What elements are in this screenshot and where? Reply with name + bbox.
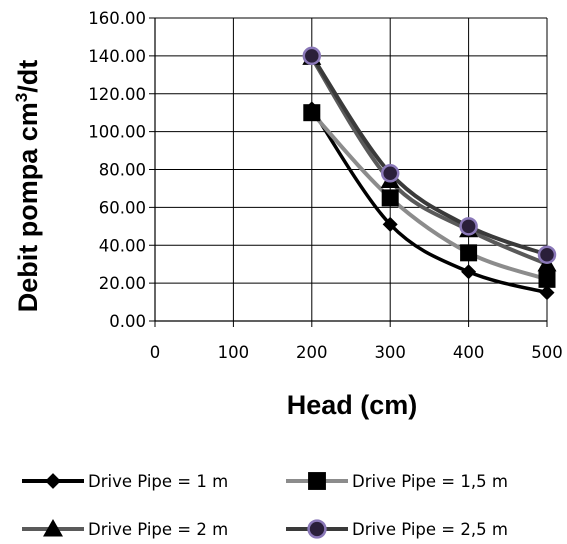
y-tick-label: 20.00	[99, 274, 146, 293]
data-point-series-4	[537, 245, 557, 264]
x-tick-label: 300	[374, 343, 406, 362]
data-point-series-2	[303, 104, 321, 122]
y-axis-title: Debit pompa cm3/dt	[12, 60, 43, 313]
legend-marker	[307, 519, 327, 539]
y-tick-label: 40.00	[99, 236, 146, 255]
x-tick-label: 200	[296, 343, 328, 362]
data-point-series-2	[381, 189, 399, 207]
y-tick-label: 120.00	[88, 85, 146, 104]
legend-marker	[308, 472, 326, 490]
series-line-4	[309, 53, 549, 257]
data-point-series-4	[459, 217, 478, 236]
legend: Drive Pipe = 1 m Drive Pipe = 1,5 m Drive …	[22, 472, 508, 539]
series-line-3	[309, 55, 549, 267]
data-point-series-2	[538, 270, 556, 288]
y-tick-label: 60.00	[99, 198, 146, 217]
series-line-1	[310, 107, 549, 295]
y-axis-title-main: Debit pompa cm	[13, 102, 43, 312]
x-axis-title: Head (cm)	[287, 390, 418, 420]
y-tick-label: 160.00	[88, 9, 146, 28]
legend-item-1: Drive Pipe = 1 m	[22, 472, 228, 491]
x-tick-label: 400	[453, 343, 485, 362]
x-tick-labels: 0 100 200 300 400 500	[150, 343, 563, 362]
data-point-series-4	[302, 46, 322, 66]
data-point-series-1	[539, 285, 555, 301]
y-axis-title-tail: /dt	[13, 60, 43, 93]
x-tick-label: 0	[150, 343, 161, 362]
y-tick-label: 80.00	[99, 161, 146, 180]
x-tick-label: 100	[218, 343, 250, 362]
legend-item-2: Drive Pipe = 1,5 m	[286, 472, 508, 491]
x-tick-label: 500	[531, 343, 563, 362]
series-lines	[309, 53, 549, 295]
legend-label: Drive Pipe = 2,5 m	[352, 520, 508, 539]
data-point-series-2	[460, 244, 478, 262]
data-point-series-1	[382, 216, 398, 232]
data-point-series-4	[380, 164, 400, 183]
legend-label: Drive Pipe = 1,5 m	[352, 472, 508, 491]
legend-marker	[45, 473, 61, 489]
legend-item-3: Drive Pipe = 2 m	[22, 519, 228, 539]
y-tick-label: 0.00	[109, 312, 146, 331]
series-markers	[302, 46, 557, 301]
series-line-2	[309, 110, 549, 282]
axes	[149, 17, 548, 327]
y-axis-title-superscript: 3	[12, 93, 31, 102]
legend-marker	[43, 519, 63, 537]
y-tick-label: 100.00	[88, 123, 146, 142]
y-tick-labels: 0.00 20.00 40.00 60.00 80.00 100.00 120.00 140.…	[88, 9, 146, 331]
legend-item-4: Drive Pipe = 2,5 m	[286, 519, 508, 539]
y-tick-label: 140.00	[88, 47, 146, 66]
data-point-series-1	[461, 264, 477, 280]
legend-label: Drive Pipe = 2 m	[88, 520, 228, 539]
legend-label: Drive Pipe = 1 m	[88, 472, 228, 491]
